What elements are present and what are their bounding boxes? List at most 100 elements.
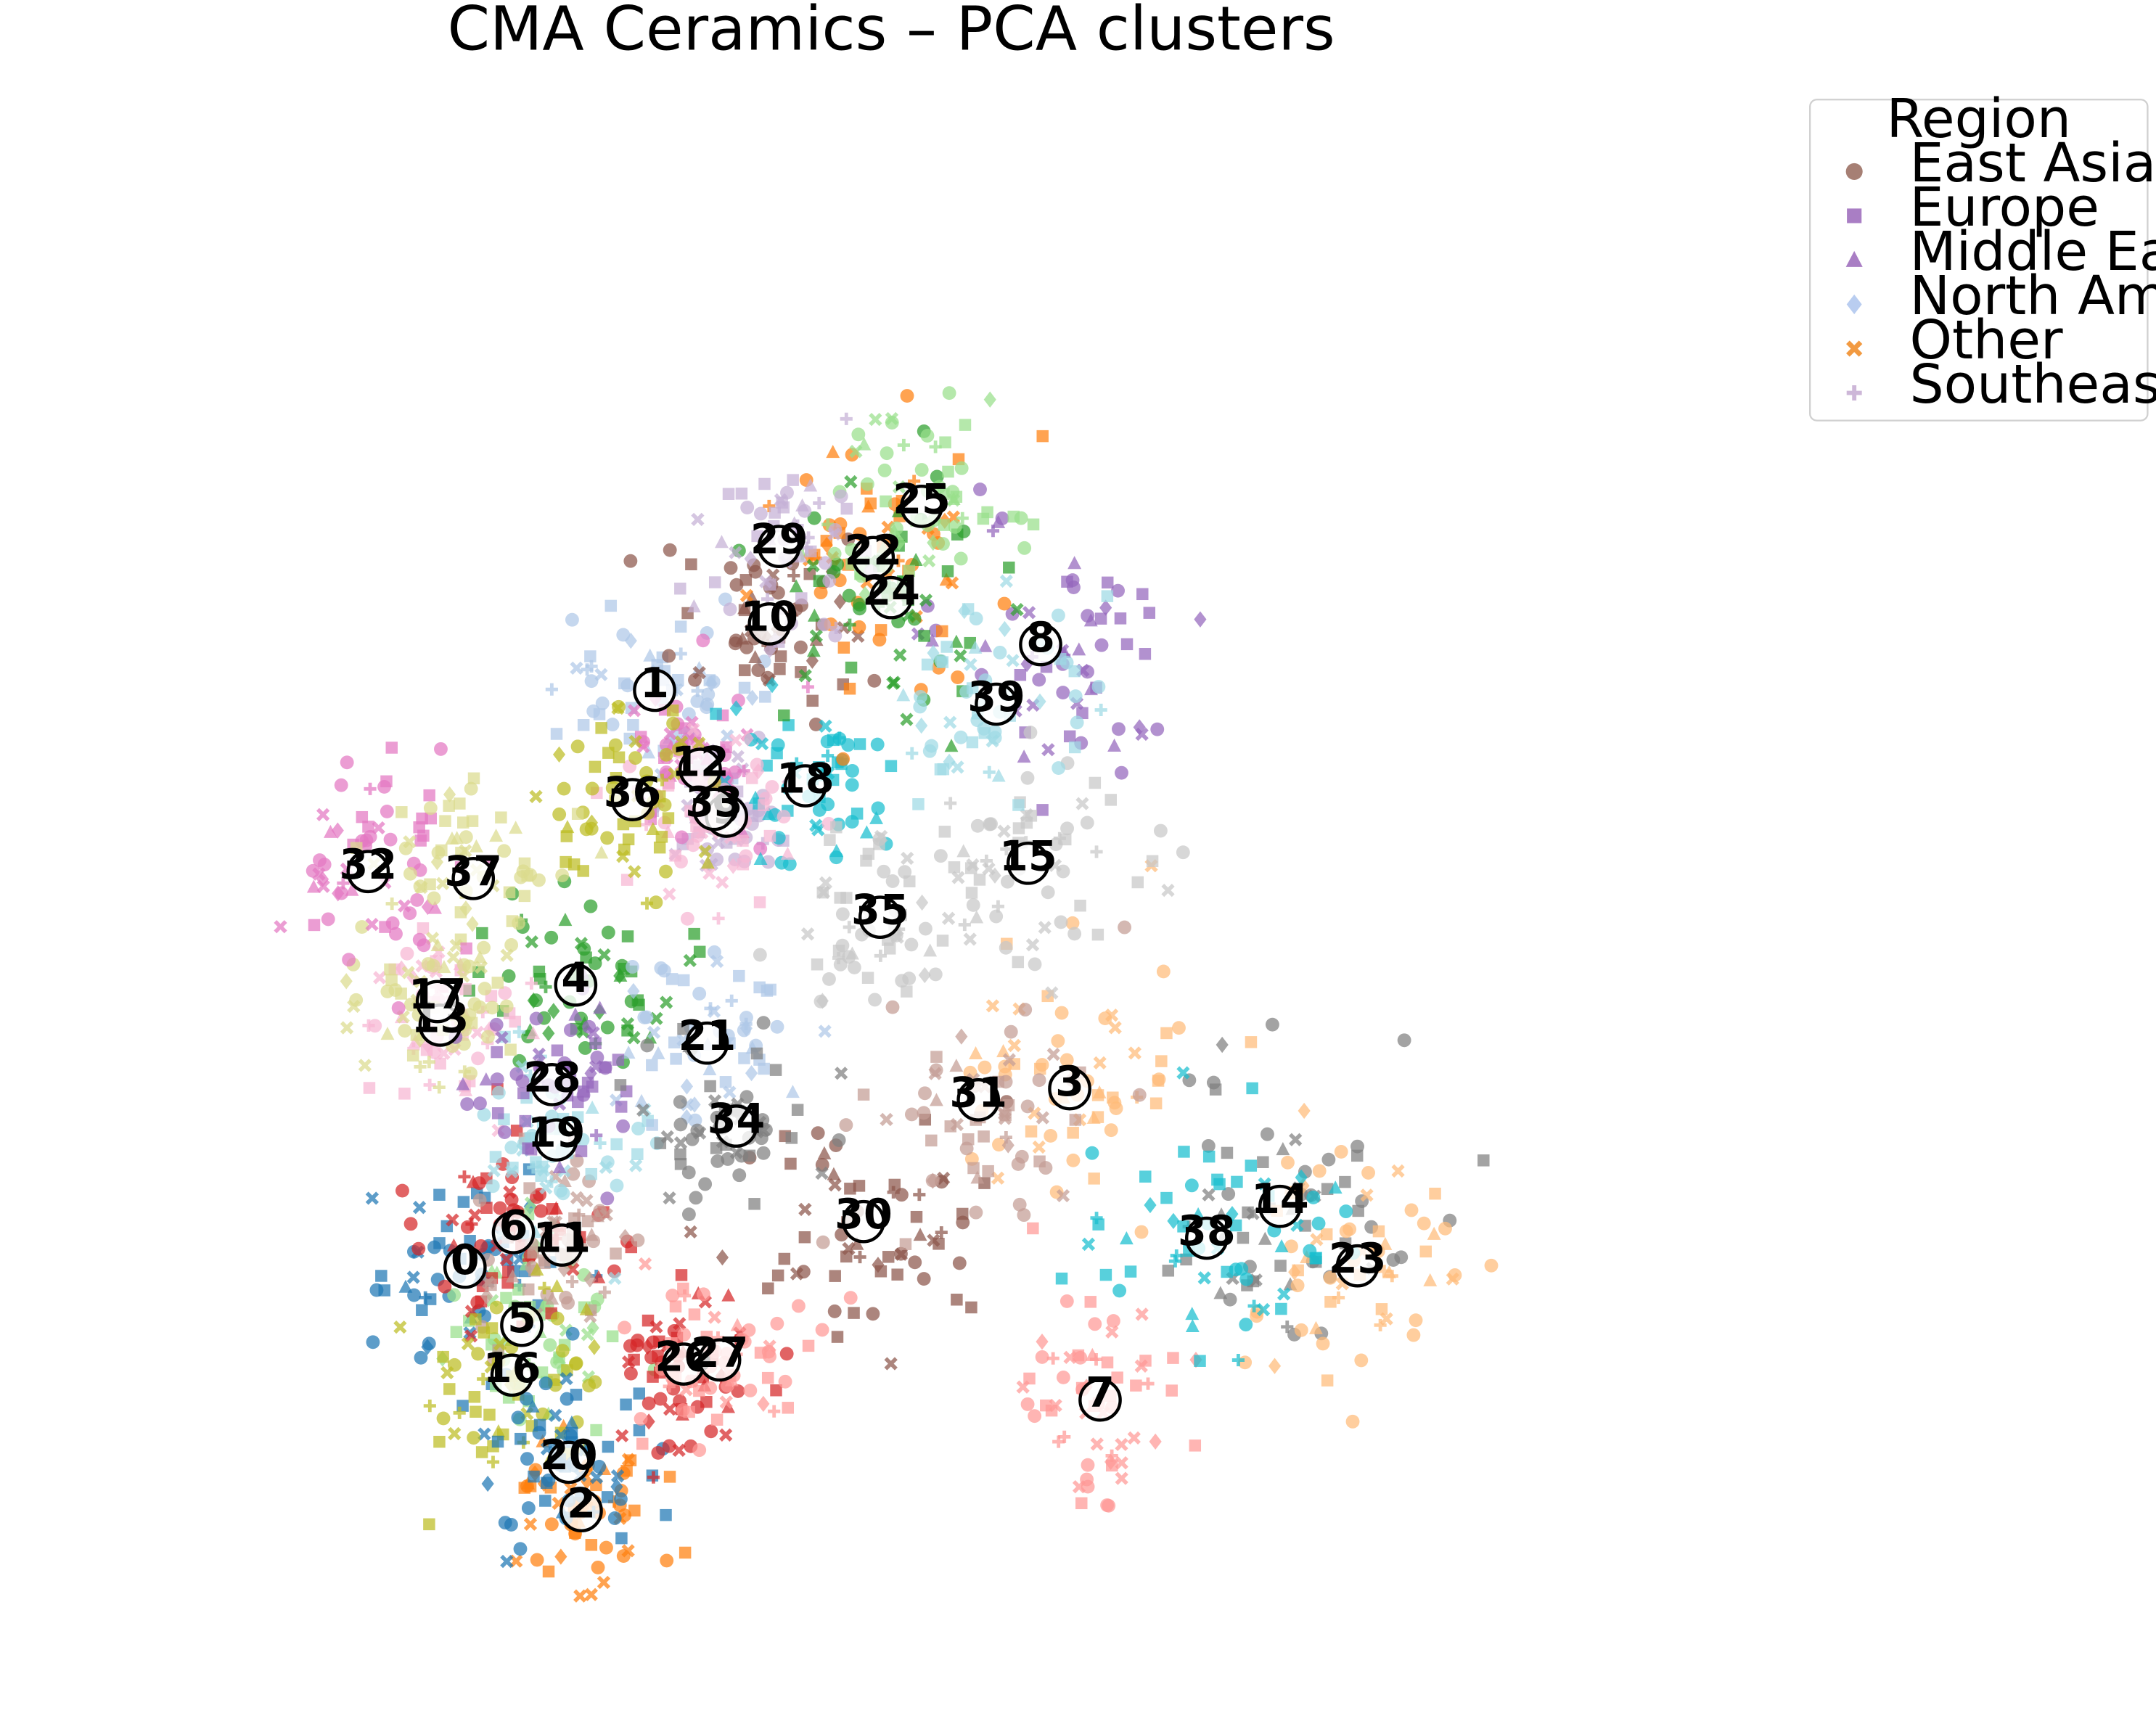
scatter-point <box>1258 1231 1272 1245</box>
scatter-point <box>321 912 335 927</box>
scatter-point <box>610 1469 625 1483</box>
scatter-point <box>565 1415 579 1429</box>
scatter-point <box>467 1431 481 1445</box>
scatter-point <box>758 1062 770 1075</box>
scatter-point <box>721 1152 735 1166</box>
scatter-point <box>1160 1027 1173 1040</box>
scatter-point <box>1035 1350 1049 1364</box>
scatter-point <box>758 477 771 490</box>
scatter-point <box>1246 1207 1260 1220</box>
scatter-point <box>966 736 979 749</box>
scatter-point <box>840 502 853 515</box>
scatter-point <box>1298 1102 1311 1120</box>
cluster-id-text: 8 <box>1026 614 1055 662</box>
cluster-label-28: 28 <box>523 1053 581 1106</box>
cluster-id-text: 36 <box>604 769 662 817</box>
scatter-point <box>500 1554 514 1569</box>
scatter-point <box>1292 1264 1304 1277</box>
scatter-point <box>560 820 575 834</box>
scatter-point <box>1115 1456 1128 1470</box>
scatter-point <box>368 1019 382 1033</box>
scatter-point <box>796 1265 811 1279</box>
scatter-point <box>915 717 928 734</box>
scatter-point <box>941 911 956 925</box>
scatter-point <box>464 1066 478 1080</box>
scatter-point <box>1380 1312 1393 1326</box>
scatter-point <box>1189 1439 1202 1452</box>
cluster-marker <box>1048 1067 1091 1111</box>
scatter-point <box>918 921 933 936</box>
scatter-point <box>755 1113 770 1127</box>
scatter-point <box>917 1106 931 1120</box>
scatter-point <box>449 939 463 953</box>
scatter-point <box>1076 707 1089 720</box>
scatter-point <box>1120 638 1134 651</box>
scatter-point <box>708 576 721 588</box>
scatter-point <box>534 1204 548 1218</box>
scatter-point <box>605 718 620 732</box>
scatter-point <box>899 1238 912 1250</box>
scatter-point <box>414 1060 427 1073</box>
scatter-point <box>471 1051 485 1066</box>
scatter-point <box>1197 1271 1211 1285</box>
scatter-point <box>543 1338 557 1352</box>
scatter-point <box>489 1151 502 1163</box>
cluster-marker <box>1184 1216 1229 1260</box>
scatter-point <box>1176 1066 1190 1080</box>
scatter-point <box>888 1178 901 1191</box>
scatter-point <box>844 1183 856 1195</box>
scatter-point <box>835 938 850 953</box>
scatter-point <box>1044 1129 1058 1143</box>
cluster-label-38: 38 <box>1178 1207 1236 1260</box>
scatter-point <box>617 818 630 831</box>
scatter-point <box>874 624 888 636</box>
cluster-label-7: 7 <box>1078 1369 1122 1422</box>
scatter-point <box>1056 1371 1070 1384</box>
scatter-point <box>1012 1197 1027 1212</box>
scatter-point <box>908 475 921 488</box>
scatter-point <box>626 960 639 974</box>
scatter-point <box>597 1575 611 1590</box>
scatter-point <box>602 747 615 759</box>
scatter-point <box>483 1408 496 1421</box>
scatter-point <box>1316 1336 1330 1351</box>
scatter-point <box>1104 794 1117 806</box>
scatter-point <box>1090 1212 1103 1225</box>
scatter-point <box>1135 1307 1149 1321</box>
scatter-point <box>364 782 377 795</box>
scatter-point <box>565 1326 580 1341</box>
scatter-point <box>1059 1294 1074 1308</box>
scatter-point <box>1237 1231 1250 1244</box>
scatter-point <box>372 821 385 835</box>
scatter-point <box>721 1379 734 1393</box>
scatter-point <box>819 719 832 733</box>
scatter-point <box>523 1182 536 1194</box>
scatter-point <box>936 625 948 638</box>
scatter-point <box>826 445 840 459</box>
scatter-point <box>363 1082 376 1094</box>
scatter-point <box>764 578 776 591</box>
scatter-point <box>1184 1178 1199 1193</box>
scatter-point <box>481 1475 494 1492</box>
scatter-point <box>590 1424 602 1437</box>
scatter-point <box>1153 823 1168 838</box>
scatter-point <box>1306 1191 1321 1204</box>
scatter-point <box>529 1011 544 1026</box>
scatter-point <box>1118 920 1132 935</box>
scatter-point <box>962 1133 975 1146</box>
scatter-point <box>631 1122 645 1135</box>
scatter-point <box>719 1428 733 1442</box>
scatter-point <box>663 543 677 557</box>
scatter-point <box>1274 1260 1287 1272</box>
scatter-point <box>523 1517 538 1531</box>
cluster-label-35: 35 <box>851 887 909 940</box>
scatter-point <box>1245 1159 1258 1172</box>
scatter-point <box>1033 1155 1046 1167</box>
scatter-point <box>1070 715 1084 730</box>
scatter-point <box>628 734 642 749</box>
cluster-label-15: 15 <box>999 832 1057 885</box>
scatter-point <box>631 1148 644 1160</box>
scatter-point <box>692 736 706 750</box>
scatter-point <box>977 512 990 525</box>
